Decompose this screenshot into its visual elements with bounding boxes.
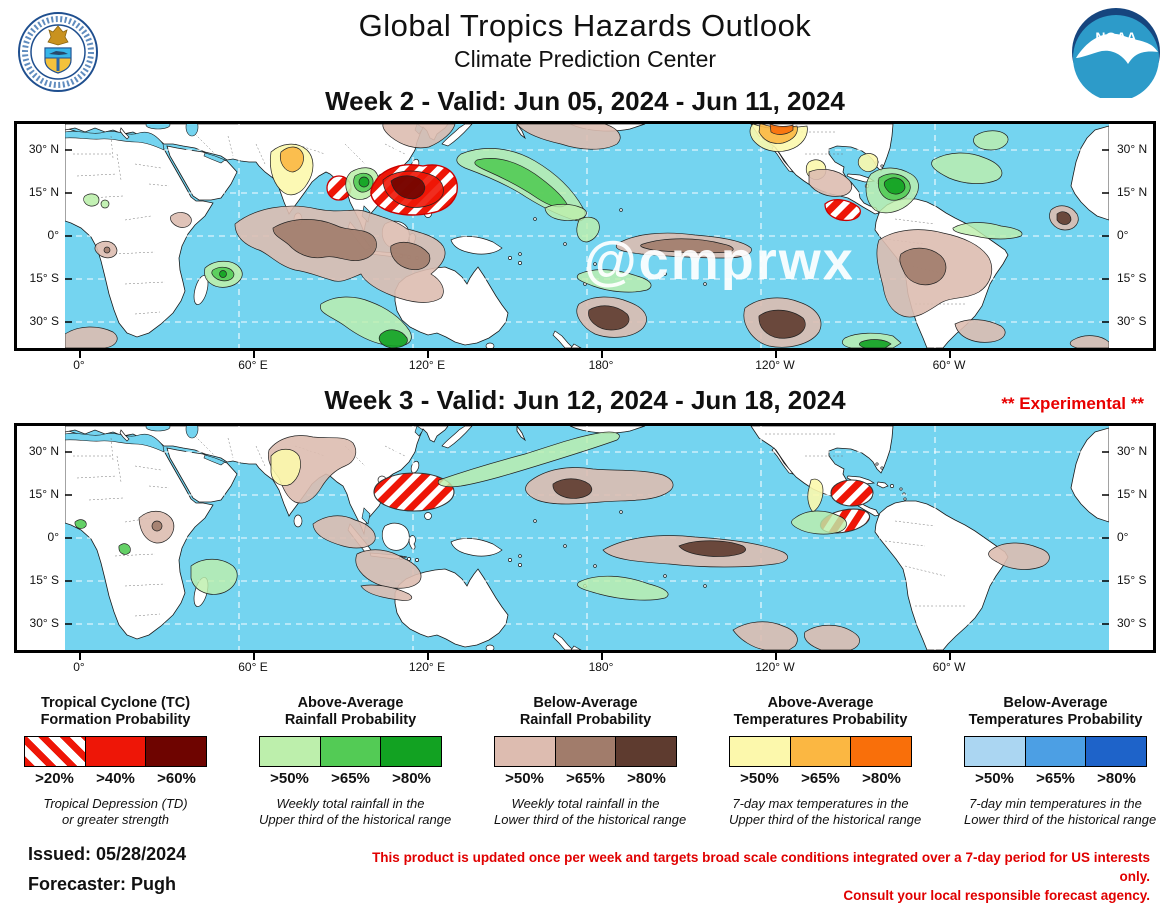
swatch-br-80 <box>616 737 677 766</box>
legend-tc-colorbar <box>24 736 207 767</box>
page-subtitle: Climate Prediction Center <box>453 46 717 72</box>
swatch-br-50 <box>495 737 556 766</box>
week3-lat-axis-right: 30° N 15° N 0° 15° S 30° S <box>1117 444 1148 630</box>
week3-map: 30° N 15° N 0° 15° S 30° S <box>14 423 1156 653</box>
noaa-logo-icon: NOAA <box>1072 8 1160 98</box>
legend-row: Tropical Cyclone (TC) Formation Probabil… <box>0 695 1170 828</box>
experimental-flag: ** Experimental ** <box>1001 394 1144 413</box>
dept-of-commerce-seal-icon <box>18 12 98 92</box>
swatch-ar-80 <box>381 737 442 766</box>
swatch-br-65 <box>555 737 617 766</box>
legend-below-temps-colorbar <box>964 736 1147 767</box>
week3-lon-axis: 0° 60° E 120° E 180° 120° W 60° W <box>14 653 1156 679</box>
swatch-tc-20 <box>25 737 86 766</box>
swatch-tc-40 <box>85 737 147 766</box>
forecaster-name: Forecaster: Pugh <box>28 874 177 894</box>
legend-tc-formation: Tropical Cyclone (TC) Formation Probabil… <box>24 695 207 828</box>
issued-date: Issued: 05/28/2024 <box>28 844 187 864</box>
week3-heading-row: Week 3 - Valid: Jun 12, 2024 - Jun 18, 2… <box>0 385 1170 419</box>
legend-above-temps: Above-Average Temperatures Probability >… <box>729 695 922 827</box>
footer: Issued: 05/28/2024 Forecaster: Pugh This… <box>0 842 1170 912</box>
week2-map: 30° N 15° N 0° 15° S 30° S <box>14 121 1156 351</box>
swatch-bt-65 <box>1025 737 1087 766</box>
legend-above-rainfall-colorbar <box>259 736 442 767</box>
swatch-bt-80 <box>1086 737 1147 766</box>
week2-lat-axis-right: 30° N 15° N 0° 15° S 30° S <box>1117 142 1148 328</box>
page-title: Global Tropics Hazards Outlook <box>358 8 812 43</box>
swatch-bt-50 <box>965 737 1026 766</box>
header: NOAA Global Tropics Hazards Outlook Clim… <box>0 0 1170 98</box>
swatch-at-65 <box>790 737 852 766</box>
legend-below-rainfall-colorbar <box>494 736 677 767</box>
legend-below-temps: Below-Average Temperatures Probability >… <box>964 695 1157 827</box>
week2-hazard-regions <box>65 124 1109 348</box>
week3-heading: Week 3 - Valid: Jun 12, 2024 - Jun 18, 2… <box>324 385 846 415</box>
legend-above-rainfall: Above-Average Rainfall Probability >50% … <box>259 695 452 827</box>
legend-above-temps-colorbar <box>729 736 912 767</box>
disclaimer-text: This product is updated once per week an… <box>372 850 1150 903</box>
swatch-ar-50 <box>260 737 321 766</box>
week2-lon-axis: 0° 60° E 120° E 180° 120° W 60° W <box>14 351 1156 377</box>
swatch-tc-60 <box>146 737 207 766</box>
week3-lat-axis-left: 30° N 15° N 0° 15° S 30° S <box>28 444 59 630</box>
swatch-at-50 <box>730 737 791 766</box>
week2-lat-axis-left: 30° N 15° N 0° 15° S 30° S <box>28 142 59 328</box>
week3-map-plot <box>65 426 1109 650</box>
week2-heading: Week 2 - Valid: Jun 05, 2024 - Jun 11, 2… <box>325 86 845 116</box>
swatch-at-80 <box>851 737 912 766</box>
week3-hazard-regions <box>74 431 1050 650</box>
week2-map-plot <box>65 124 1109 348</box>
noaa-logo-text: NOAA <box>1095 29 1136 45</box>
swatch-ar-65 <box>320 737 382 766</box>
legend-below-rainfall: Below-Average Rainfall Probability >50% … <box>494 695 687 827</box>
